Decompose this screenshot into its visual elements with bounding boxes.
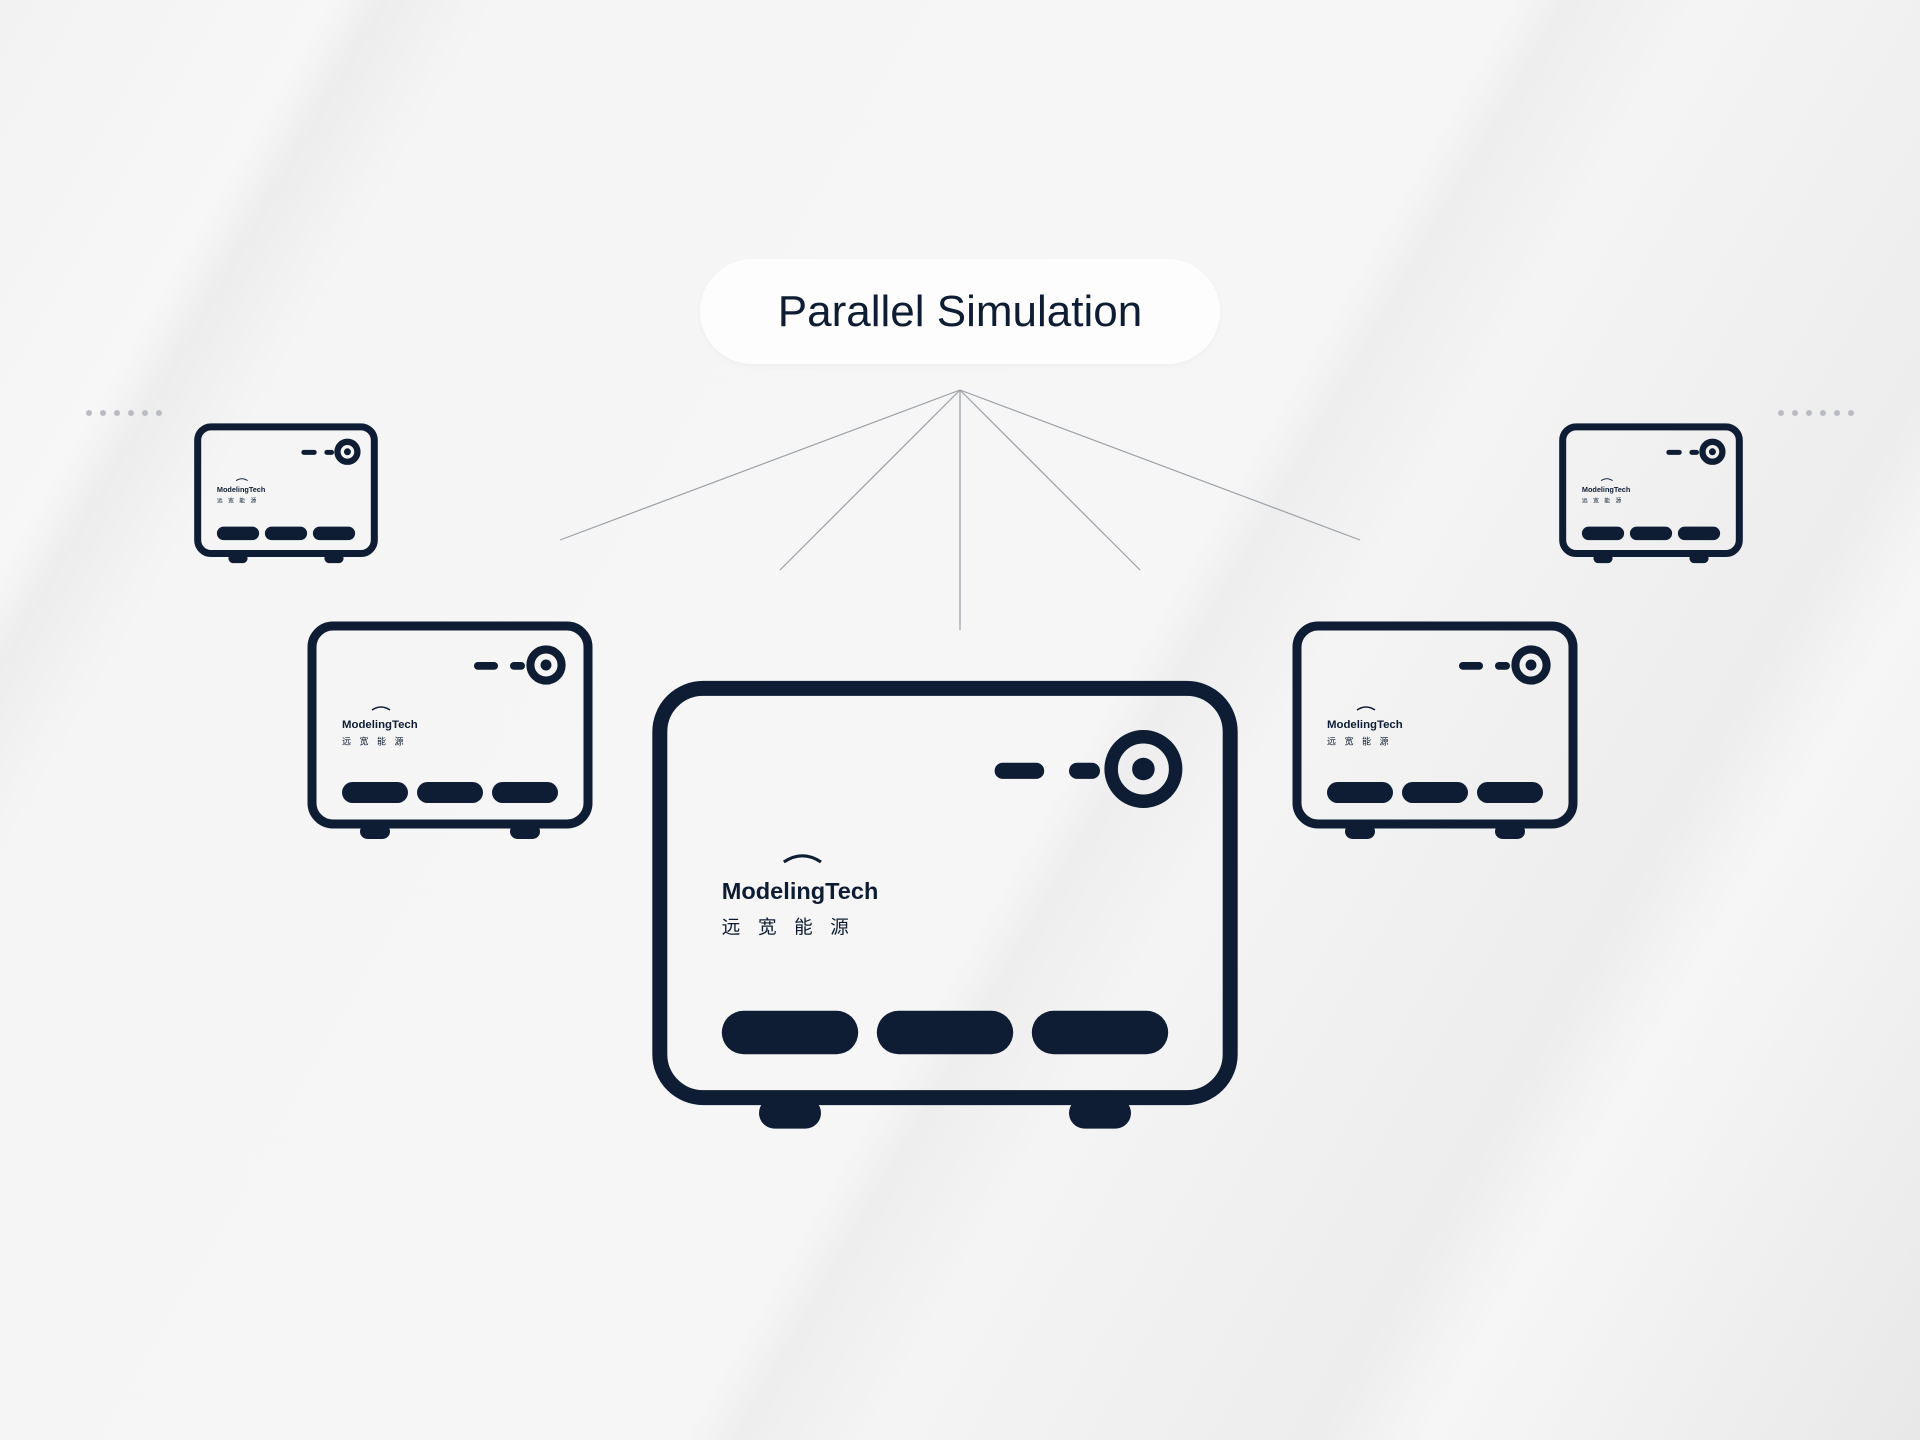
diagram-stage: Parallel Simulation ModelingTech 远 宽 能 源 xyxy=(0,0,1920,1440)
svg-text:ModelingTech: ModelingTech xyxy=(1327,719,1403,731)
accent-dot xyxy=(1820,410,1826,416)
svg-text:ModelingTech: ModelingTech xyxy=(1582,485,1630,494)
device-center: ModelingTech 远 宽 能 源 xyxy=(635,676,1255,1160)
accent-dot xyxy=(1848,410,1854,416)
accent-dot xyxy=(1792,410,1798,416)
accent-dot xyxy=(86,410,92,416)
accent-dots-right xyxy=(1778,410,1854,416)
accent-dot xyxy=(1778,410,1784,416)
svg-text:远 宽 能 源: 远 宽 能 源 xyxy=(1582,497,1623,505)
svg-text:ModelingTech: ModelingTech xyxy=(342,719,418,731)
accent-dots-left xyxy=(86,410,162,416)
accent-dot xyxy=(142,410,148,416)
title-pill: Parallel Simulation xyxy=(700,259,1220,364)
accent-dot xyxy=(128,410,134,416)
accent-dot xyxy=(1806,410,1812,416)
accent-dot xyxy=(156,410,162,416)
device-mid-left: ModelingTech 远 宽 能 源 xyxy=(300,620,600,854)
accent-dot xyxy=(114,410,120,416)
device-far-right: ModelingTech 远 宽 能 源 xyxy=(1555,423,1747,573)
accent-dot xyxy=(1834,410,1840,416)
svg-text:远 宽 能 源: 远 宽 能 源 xyxy=(1327,736,1392,747)
title-text: Parallel Simulation xyxy=(778,287,1142,337)
device-mid-right: ModelingTech 远 宽 能 源 xyxy=(1285,620,1585,854)
svg-text:ModelingTech: ModelingTech xyxy=(217,485,265,494)
svg-text:ModelingTech: ModelingTech xyxy=(722,878,879,904)
svg-text:远 宽 能 源: 远 宽 能 源 xyxy=(342,736,407,747)
svg-text:远 宽 能 源: 远 宽 能 源 xyxy=(722,916,855,937)
accent-dot xyxy=(100,410,106,416)
device-far-left: ModelingTech 远 宽 能 源 xyxy=(190,423,382,573)
svg-text:远 宽 能 源: 远 宽 能 源 xyxy=(217,497,258,505)
